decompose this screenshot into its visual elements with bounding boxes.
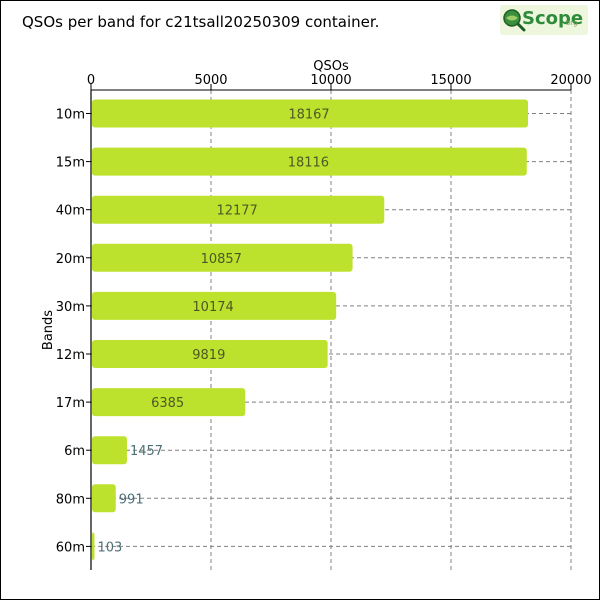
x-tick-label: 20000 — [550, 73, 591, 88]
bar-value-label: 9819 — [192, 348, 225, 363]
y-tick-label: 6m — [64, 444, 85, 459]
bar — [92, 436, 127, 465]
y-tick-label: 10m — [56, 108, 85, 123]
logo-text: Scope — [522, 8, 584, 29]
x-tick-label: 10000 — [310, 73, 351, 88]
bar — [92, 484, 116, 513]
axes: 0 5000 10000 15000 20000 10m 15m 40m 20m 30m 12m 17… — [56, 73, 592, 570]
logo-suffix: org — [566, 19, 578, 27]
bar — [92, 195, 385, 224]
bar — [92, 340, 328, 368]
bar-value-label: 991 — [119, 492, 144, 507]
y-tick-label: 30m — [56, 300, 85, 315]
y-tick-label: 40m — [56, 204, 85, 219]
bar-value-label: 6385 — [151, 396, 184, 411]
bar-value-label: 12177 — [216, 204, 257, 219]
y-tick-label: 80m — [56, 492, 85, 507]
bar — [92, 147, 527, 176]
y-tick-label: 12m — [56, 348, 85, 363]
bar-value-label: 10857 — [201, 252, 242, 267]
y-axis-label: Bands — [41, 310, 56, 350]
x-tick-label: 0 — [87, 73, 95, 88]
y-tick-label: 60m — [56, 540, 85, 555]
bars: 18167 18116 12177 10857 10174 9819 6385 1457 991… — [92, 99, 529, 561]
x-axis-label: QSOs — [313, 59, 349, 74]
bar — [92, 388, 246, 417]
scope-logo: Scope org — [500, 5, 588, 35]
bar — [92, 532, 95, 561]
bar — [92, 99, 529, 128]
chart-title: QSOs per band for c21tsall20250309 conta… — [22, 13, 380, 31]
y-tick-label: 20m — [56, 252, 85, 267]
y-tick-label: 15m — [56, 156, 85, 171]
bar-value-label: 18167 — [288, 108, 329, 123]
x-tick-label: 15000 — [430, 73, 471, 88]
bar-value-label: 10174 — [192, 300, 233, 315]
bar-value-label: 103 — [97, 540, 122, 555]
bar-value-label: 1457 — [130, 444, 163, 459]
magnifier-globe-icon — [503, 9, 526, 32]
bar-value-label: 18116 — [288, 156, 329, 171]
bar — [92, 291, 337, 320]
y-tick-label: 17m — [56, 396, 85, 411]
x-tick-label: 5000 — [194, 73, 227, 88]
bar — [92, 243, 353, 272]
